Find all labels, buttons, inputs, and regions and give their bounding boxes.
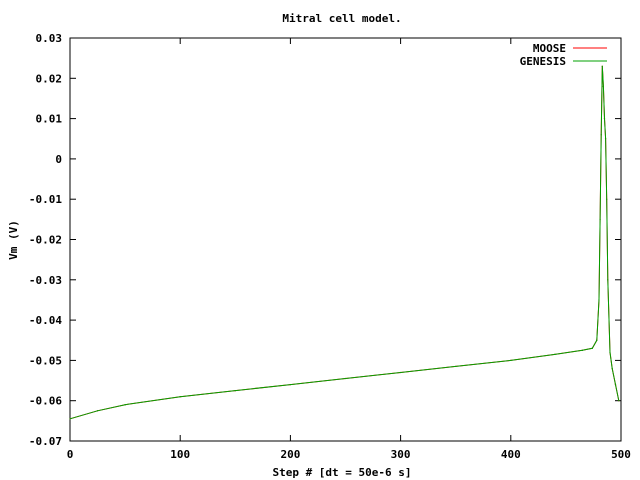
data-point: [609, 351, 611, 353]
x-tick-label: 100: [170, 448, 190, 461]
data-point: [69, 418, 71, 420]
data-point: [591, 347, 593, 349]
data-point: [234, 390, 236, 392]
x-tick-label: 500: [611, 448, 631, 461]
y-tick-label: -0.02: [29, 234, 62, 247]
x-tick-label: 400: [501, 448, 521, 461]
data-point: [598, 299, 600, 301]
data-point: [510, 359, 512, 361]
y-axis-label: Vm (V): [7, 220, 20, 260]
x-tick-label: 300: [391, 448, 411, 461]
data-point: [455, 365, 457, 368]
legend-label: GENESIS: [520, 55, 566, 68]
data-point: [600, 134, 602, 136]
legend-label: MOOSE: [533, 42, 566, 55]
data-point: [601, 65, 603, 67]
data-point: [606, 198, 608, 200]
y-tick-label: -0.06: [29, 395, 62, 408]
y-tick-label: -0.07: [29, 435, 62, 448]
y-tick-label: -0.04: [29, 314, 62, 327]
y-tick-label: 0.03: [36, 32, 63, 45]
series-group: [69, 65, 620, 420]
data-point: [604, 138, 607, 140]
y-tick-label: 0: [55, 153, 62, 166]
data-point: [400, 371, 402, 374]
data-point: [96, 410, 99, 412]
series-line-genesis: [69, 66, 620, 420]
y-tick-label: -0.03: [29, 274, 62, 287]
data-point: [179, 396, 181, 398]
data-point: [599, 218, 601, 220]
y-axis: -0.07 -0.06 -0.05 -0.04 -0.03 -0.02 -0.01 0 0.01…: [29, 32, 621, 448]
data-point: [611, 367, 613, 370]
y-tick-label: -0.05: [29, 354, 62, 367]
data-point: [554, 353, 556, 355]
chart-title: Mitral cell model.: [282, 12, 401, 25]
y-tick-label: 0.01: [36, 113, 63, 126]
data-point: [596, 339, 598, 341]
data-point: [344, 377, 347, 380]
data-point: [607, 279, 609, 281]
x-tick-label: 200: [280, 448, 300, 461]
x-tick-label: 0: [67, 448, 74, 461]
data-point: [614, 383, 617, 386]
data-point: [581, 349, 584, 351]
y-tick-label: 0.02: [36, 72, 63, 85]
data-point: [124, 404, 126, 406]
data-point: [602, 85, 604, 87]
data-point: [289, 383, 291, 386]
data-point: [603, 118, 606, 120]
plot-frame: [69, 37, 622, 442]
x-axis-label: Step # [dt = 50e-6 s]: [272, 466, 411, 479]
data-point: [618, 400, 620, 402]
series-line-moose: [69, 66, 620, 420]
y-tick-label: -0.01: [29, 193, 62, 206]
x-axis: 0 100 200 300 400 500: [67, 38, 631, 461]
